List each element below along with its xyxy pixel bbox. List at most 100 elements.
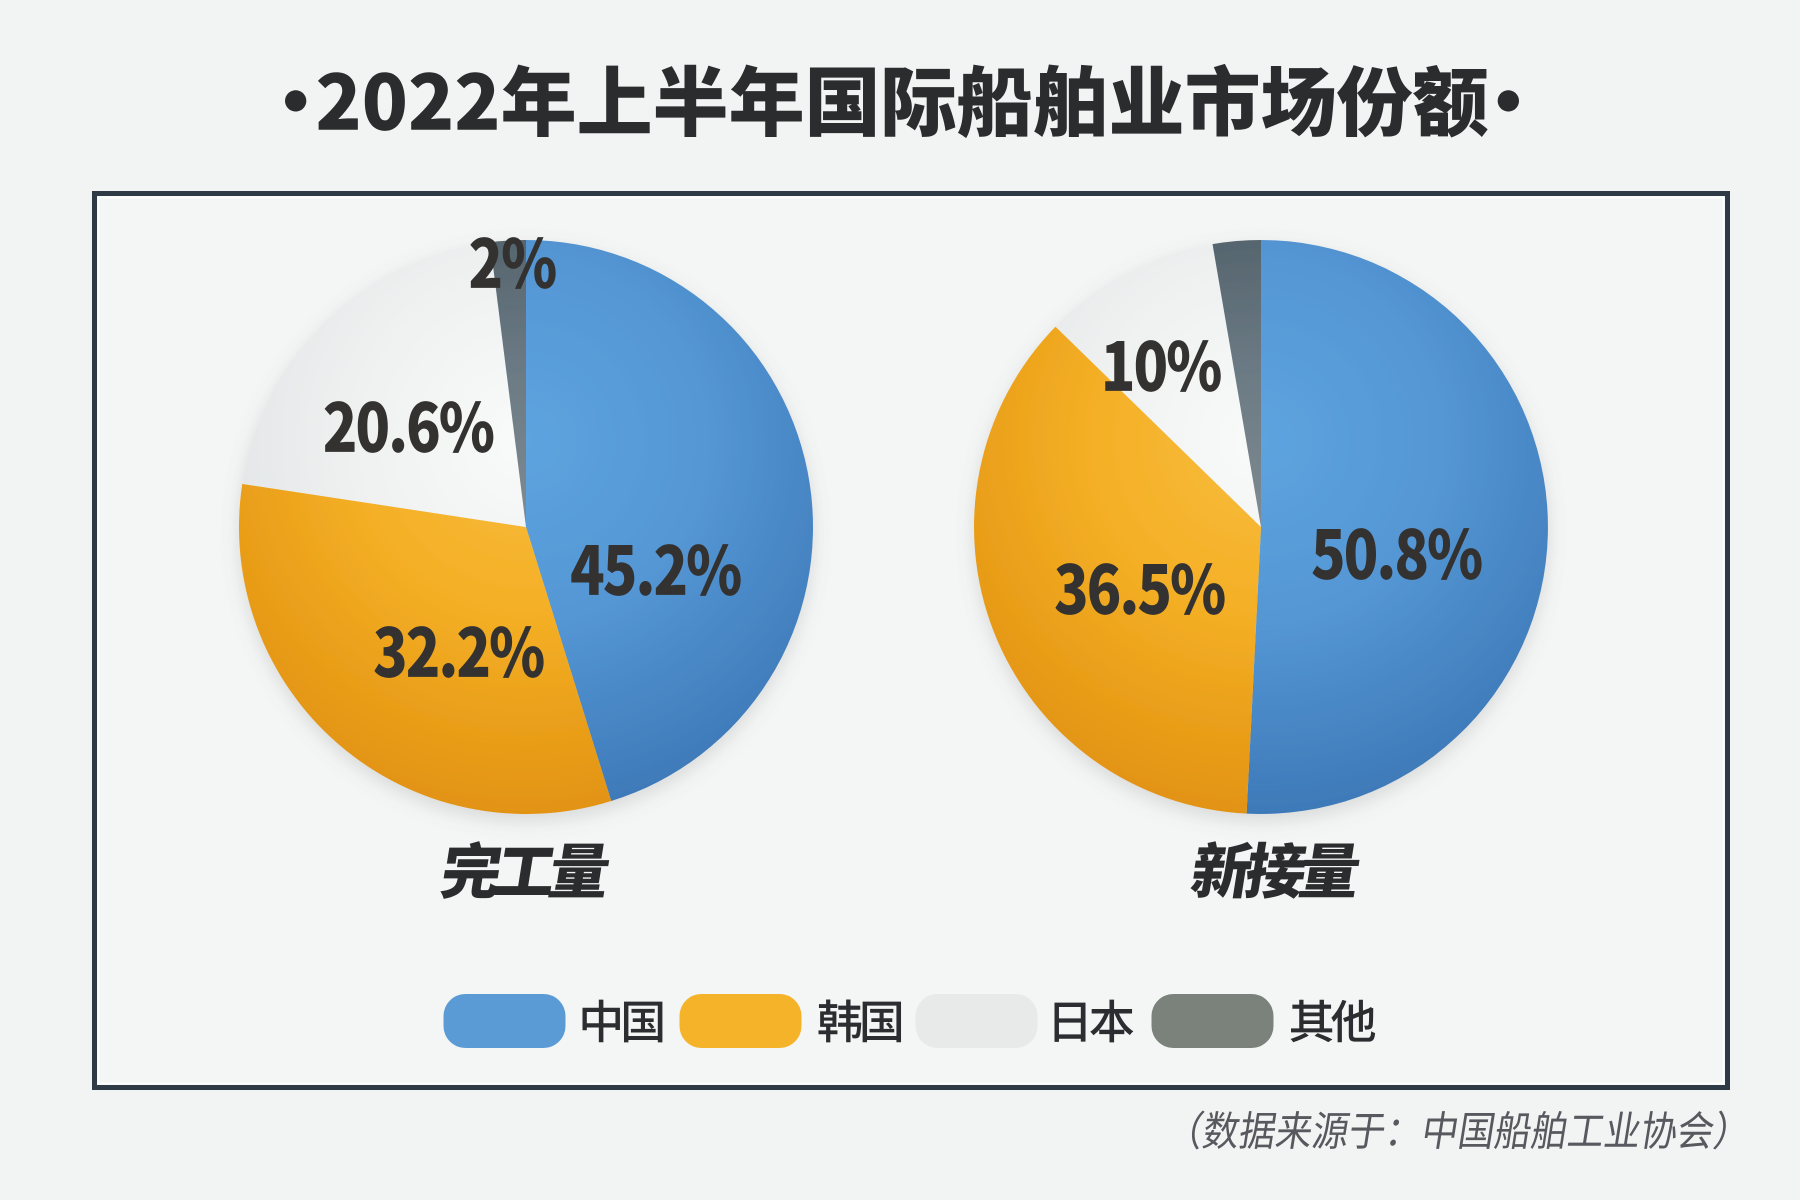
slice-label-0-korea [374,626,544,678]
glyph [1275,1111,1312,1149]
glyph [410,72,451,130]
glyph [1312,1111,1351,1149]
slice-1-china [1246,240,1548,815]
glyph [1644,1111,1676,1149]
legend-item-japan [915,994,1134,1048]
legend-item-other [1151,994,1376,1048]
glyph [1123,600,1136,615]
glyph [1298,843,1360,898]
glyph [1413,65,1488,138]
slice-label-0-other [470,237,556,289]
glyph [1262,65,1335,137]
glyph [1346,528,1377,580]
glyph [1713,1110,1726,1150]
glyph [502,64,574,138]
glyph [1034,64,1104,138]
slice-0-china [526,240,814,802]
pie-new-orders [974,240,1548,815]
glyph [470,237,501,288]
pie-completed-volume [239,237,814,815]
legend-swatch-korea [679,994,802,1048]
glyph [1337,65,1413,138]
slice-label-1-korea [1055,563,1225,615]
legend-label-korea [818,999,902,1043]
glyph [655,544,686,595]
glyph [1055,563,1086,615]
glyph [604,545,635,596]
glyph [1054,1002,1086,1042]
glyph [1424,1111,1458,1149]
glyph [285,90,307,112]
glyph [1105,341,1133,391]
glyph [407,626,438,677]
glyph [364,72,405,131]
glyph [317,72,358,130]
glyph [456,72,497,130]
glyph [324,401,355,452]
glyph [1167,340,1221,392]
slice-0-other [490,239,526,527]
glyph [1428,528,1482,580]
glyph [1380,565,1393,580]
glyph [862,1001,902,1043]
glyph [1390,1119,1400,1146]
legend-label-japan [1054,999,1134,1043]
glyph [639,581,652,596]
glyph [1090,999,1134,1043]
glyph [494,847,554,895]
legend-item-china [443,994,663,1048]
glyph [1187,63,1258,137]
legend-swatch-japan [915,994,1038,1048]
glyph [442,663,455,678]
glyph [458,626,489,677]
glyph [1604,1111,1640,1147]
glyph [818,999,862,1043]
glyph [1191,1110,1205,1150]
glyph [1680,1111,1714,1149]
glyph [957,64,1031,139]
glyph [571,545,604,595]
slice-label-0-china [571,544,741,596]
glyph [582,999,620,1043]
pie-caption-new-orders: 新接量 [1190,841,1360,899]
legend-swatch-other [1151,994,1274,1048]
glyph [1459,1112,1495,1149]
slice-0-japan [242,242,526,527]
glyph [1190,841,1254,899]
glyph [1138,564,1169,615]
slice-1-other [1212,240,1261,527]
glyph [392,438,405,453]
glyph [1135,340,1166,392]
glyph [502,237,556,289]
glyph [1567,1115,1604,1146]
glyph [623,1001,663,1043]
legend [443,994,1376,1048]
glyph [1351,1114,1385,1149]
page-title: ·2022年上半年国际船舶业市场份额· [285,63,1519,139]
glyph [1331,999,1376,1043]
glyph [730,64,802,138]
legend-swatch-china [443,994,566,1048]
glyph [884,67,956,137]
legend-label-other [1290,999,1376,1043]
glyph [408,401,439,453]
slice-label-0-japan [324,401,494,453]
glyph [440,401,494,453]
glyph [1089,563,1120,615]
glyph [809,67,875,137]
glyph [579,65,650,134]
slice-label-1-japan [1105,340,1221,392]
glyph [655,64,726,137]
glyph [1245,841,1307,899]
chart-frame-inner-highlight [97,196,1725,1085]
glyph [1312,529,1343,580]
glyph [1290,999,1333,1043]
glyph [1530,1111,1567,1149]
glyph [548,843,610,898]
glyph [1239,1111,1277,1149]
glyph [1493,1111,1531,1150]
legend-item-korea [679,994,902,1048]
glyph [1397,528,1427,580]
glyph [440,841,502,899]
